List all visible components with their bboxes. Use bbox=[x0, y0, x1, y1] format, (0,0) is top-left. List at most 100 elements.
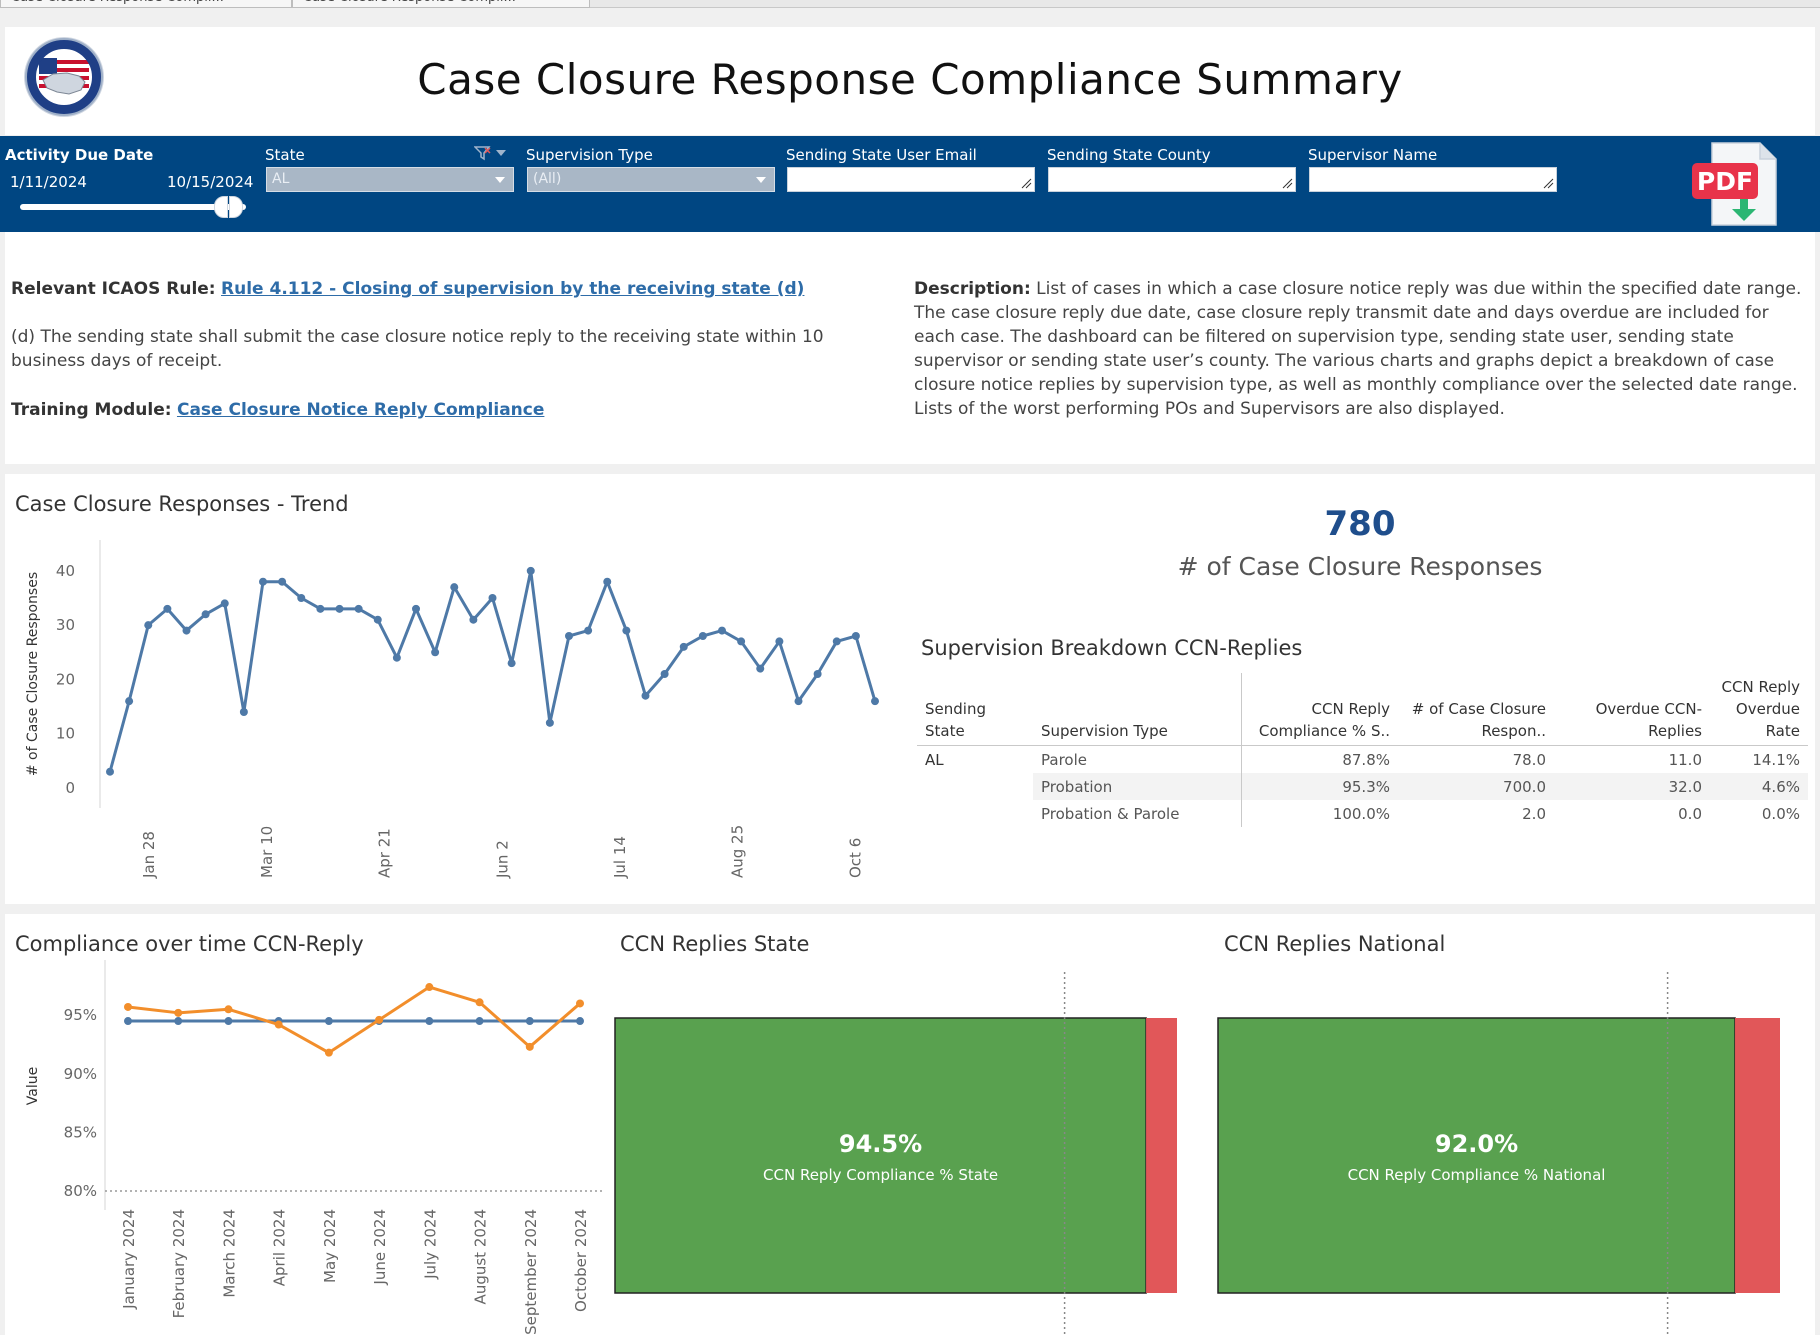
col-overdue[interactable]: Overdue CCN-Replies bbox=[1554, 673, 1710, 746]
training-module-link[interactable]: Case Closure Notice Reply Compliance bbox=[176, 400, 545, 420]
x-tick-label: February 2024 bbox=[170, 1209, 188, 1318]
trend-data-point bbox=[641, 691, 650, 700]
x-tick-label: August 2024 bbox=[472, 1209, 490, 1304]
trend-data-point bbox=[718, 626, 726, 635]
y-tick-label: 85% bbox=[64, 1123, 97, 1141]
cell-overdue: 0.0 bbox=[1678, 804, 1702, 823]
table-row[interactable]: Probation & Parole 100.0% 2.0 0.0 0.0% bbox=[917, 800, 1808, 827]
trend-data-point bbox=[163, 604, 172, 613]
col-responses[interactable]: # of Case Closure Respon.. bbox=[1398, 673, 1554, 746]
rule-link[interactable]: Rule 4.112 - Closing of supervision by t… bbox=[221, 279, 805, 299]
date-range-end: 10/15/2024 bbox=[167, 173, 254, 191]
compliance-data-point bbox=[324, 1017, 333, 1026]
y-tick-label: 40 bbox=[56, 562, 75, 580]
bar-caption-label: CCN Reply Compliance % National bbox=[1348, 1166, 1606, 1184]
table-row[interactable]: AL Parole 87.8% 78.0 11.0 14.1% bbox=[917, 745, 1808, 773]
cell-overdue: 11.0 bbox=[1668, 750, 1702, 769]
table-row[interactable]: Probation 95.3% 700.0 32.0 4.6% bbox=[917, 773, 1808, 800]
col-compliance[interactable]: CCN Reply Compliance % S.. bbox=[1241, 673, 1398, 746]
rule-label: Relevant ICAOS Rule: bbox=[11, 279, 216, 299]
trend-data-point bbox=[488, 594, 497, 602]
x-tick-label: Apr 21 bbox=[376, 828, 394, 878]
x-tick-label: September 2024 bbox=[522, 1209, 540, 1335]
description-text: List of cases in which a case closure no… bbox=[914, 279, 1802, 419]
description-label: Description: bbox=[914, 279, 1031, 299]
compliance-chart-title: Compliance over time CCN-Reply bbox=[15, 932, 364, 956]
compliant-bar-segment bbox=[1217, 1017, 1736, 1294]
state-select-value: AL bbox=[272, 171, 290, 187]
pdf-download-button[interactable]: PDF bbox=[1690, 141, 1782, 227]
compliance-data-point bbox=[224, 1017, 233, 1026]
bar-value-label: 94.5% bbox=[839, 1130, 922, 1158]
breakdown-title: Supervision Breakdown CCN-Replies bbox=[921, 636, 1303, 660]
compliance-data-point bbox=[525, 1042, 534, 1051]
x-tick-label: Oct 6 bbox=[846, 838, 864, 878]
date-range-start: 1/11/2024 bbox=[10, 173, 87, 191]
trend-data-point bbox=[297, 594, 306, 602]
trend-chart-title: Case Closure Responses - Trend bbox=[15, 492, 349, 516]
date-range-slider[interactable] bbox=[20, 196, 246, 218]
trend-data-point bbox=[373, 615, 382, 624]
trend-data-point bbox=[354, 604, 363, 613]
col-sending-state[interactable]: Sending State bbox=[917, 673, 1033, 746]
trend-data-point bbox=[182, 626, 191, 635]
trend-data-point bbox=[239, 708, 248, 716]
trend-data-point bbox=[545, 718, 554, 727]
compliant-bar-segment bbox=[614, 1017, 1147, 1294]
trend-data-point bbox=[660, 670, 669, 678]
col-supervision-type[interactable]: Supervision Type bbox=[1033, 673, 1242, 746]
clear-filter-icon[interactable] bbox=[473, 145, 508, 165]
x-tick-label: Mar 10 bbox=[258, 826, 276, 878]
col-overdue-rate[interactable]: CCN Reply Overdue Rate bbox=[1710, 673, 1808, 746]
trend-data-point bbox=[813, 670, 822, 678]
x-tick-label: Aug 25 bbox=[729, 825, 747, 878]
trend-data-point bbox=[392, 653, 401, 662]
trend-data-point bbox=[335, 604, 344, 613]
y-axis-title: Value bbox=[25, 1067, 41, 1105]
trend-data-point bbox=[431, 648, 440, 657]
state-select[interactable]: AL bbox=[266, 167, 514, 192]
trend-line-chart: 0 10 20 30 40 # of Case Closure Responses Jan … bbox=[25, 540, 879, 879]
slider-handle-end[interactable] bbox=[229, 196, 243, 218]
overdue-bar-segment bbox=[1146, 1018, 1177, 1293]
trend-data-point bbox=[679, 642, 688, 651]
cell-compliance: 100.0% bbox=[1241, 800, 1398, 827]
workbook-tab-strip: Case Closure Response Compli... Case Clo… bbox=[0, 0, 1820, 8]
slider-handle-start[interactable] bbox=[214, 196, 228, 218]
x-tick-label: April 2024 bbox=[271, 1209, 289, 1286]
trend-data-point bbox=[220, 599, 229, 608]
national-bar-title: CCN Replies National bbox=[1224, 932, 1446, 956]
compliance-data-point bbox=[174, 1017, 183, 1026]
trend-data-point bbox=[851, 632, 860, 640]
supervisor-name-input[interactable] bbox=[1309, 167, 1557, 192]
sending-state-county-input[interactable] bbox=[1048, 167, 1296, 192]
tab-case-closure-2[interactable]: Case Closure Response Compli... bbox=[292, 0, 590, 8]
y-tick-label: 90% bbox=[64, 1065, 97, 1083]
y-tick-label: 20 bbox=[56, 670, 75, 688]
pdf-download-icon: PDF bbox=[1692, 142, 1777, 226]
resize-grip-icon bbox=[1543, 178, 1554, 189]
trend-data-point bbox=[698, 632, 707, 640]
supervision-type-select[interactable]: (All) bbox=[527, 167, 775, 192]
trend-data-point bbox=[794, 697, 803, 706]
cell-rate: 0.0% bbox=[1761, 804, 1800, 823]
trend-data-point bbox=[565, 632, 573, 640]
table-header-row: Sending State Supervision Type CCN Reply… bbox=[917, 673, 1808, 746]
tab-case-closure-1[interactable]: Case Closure Response Compli... bbox=[0, 0, 292, 8]
sending-state-user-email-input[interactable] bbox=[787, 167, 1035, 192]
y-tick-label: 10 bbox=[56, 725, 75, 743]
x-tick-label: May 2024 bbox=[321, 1209, 339, 1283]
cell-state: AL bbox=[925, 750, 944, 769]
rule-text: (d) The sending state shall submit the c… bbox=[11, 327, 824, 371]
supervisor-name-label: Supervisor Name bbox=[1308, 146, 1438, 164]
cell-rate: 14.1% bbox=[1752, 750, 1800, 769]
trend-data-point bbox=[526, 566, 535, 575]
compliance-data-point bbox=[174, 1008, 183, 1017]
compliance-data-point bbox=[274, 1020, 283, 1029]
trend-data-point bbox=[469, 615, 478, 624]
compliance-data-point bbox=[475, 1017, 484, 1026]
info-panel: Relevant ICAOS Rule: Rule 4.112 - Closin… bbox=[5, 232, 1815, 464]
training-line: Training Module: Case Closure Notice Rep… bbox=[11, 398, 901, 422]
x-tick-label: June 2024 bbox=[371, 1209, 389, 1286]
compliance-data-point bbox=[576, 999, 584, 1008]
